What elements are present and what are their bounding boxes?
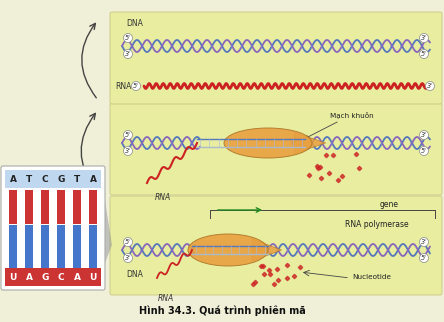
Circle shape [131,81,140,90]
Text: 3': 3' [125,255,131,261]
Text: G: G [41,272,49,281]
Text: 3': 3' [427,83,433,89]
Polygon shape [252,239,281,261]
Polygon shape [294,132,326,154]
Text: A: A [74,272,80,281]
Text: A: A [90,175,96,184]
Bar [24,190,33,224]
Text: 5': 5' [125,35,131,41]
Text: RNA: RNA [158,294,174,303]
Text: DNA: DNA [126,19,143,28]
FancyBboxPatch shape [110,12,442,104]
Text: 5': 5' [421,255,427,261]
Text: U: U [89,272,97,281]
Bar [89,225,97,270]
Text: G: G [57,175,65,184]
Bar [40,190,49,224]
Text: T: T [74,175,80,184]
Circle shape [123,130,132,139]
Text: Mạch khuôn: Mạch khuôn [305,111,373,138]
Bar [89,190,97,224]
Circle shape [123,253,132,262]
Text: 3': 3' [421,239,427,245]
Bar [56,225,65,270]
Circle shape [123,50,132,59]
Text: T: T [26,175,32,184]
Circle shape [420,238,428,247]
Text: 3': 3' [421,35,427,41]
Text: A: A [25,272,32,281]
Circle shape [420,147,428,156]
Text: U: U [9,272,17,281]
Bar [73,190,81,224]
Text: Nucleotide: Nucleotide [352,274,391,280]
Bar [73,225,81,270]
Bar [8,190,17,224]
Ellipse shape [224,128,312,158]
Text: RNA: RNA [155,193,171,202]
Text: 3': 3' [421,132,427,138]
Circle shape [420,130,428,139]
Text: 5': 5' [125,132,131,138]
Circle shape [123,238,132,247]
Text: 5': 5' [125,239,131,245]
Bar [5,268,101,286]
Circle shape [425,81,435,90]
FancyBboxPatch shape [110,196,442,295]
FancyBboxPatch shape [1,166,105,290]
Text: gene: gene [380,200,399,209]
Text: A: A [9,175,16,184]
Circle shape [420,50,428,59]
Bar [8,225,17,270]
Text: RNA polymerase: RNA polymerase [345,220,408,229]
Text: 3': 3' [125,51,131,57]
Circle shape [123,147,132,156]
Text: RNA: RNA [115,81,131,90]
Text: 5': 5' [421,148,427,154]
Text: 5': 5' [133,83,139,89]
Text: C: C [58,272,64,281]
Text: 3': 3' [125,148,131,154]
Ellipse shape [188,234,268,266]
Text: Hình 34.3. Quá trình phiên mã: Hình 34.3. Quá trình phiên mã [139,306,305,316]
Bar [40,225,49,270]
Text: 5': 5' [421,51,427,57]
Bar [24,225,33,270]
Text: DNA: DNA [126,270,143,279]
Polygon shape [103,188,112,268]
Text: C: C [42,175,48,184]
Bar [56,190,65,224]
Circle shape [420,33,428,43]
Circle shape [420,253,428,262]
Circle shape [123,33,132,43]
Bar [5,170,101,188]
FancyBboxPatch shape [110,103,442,195]
